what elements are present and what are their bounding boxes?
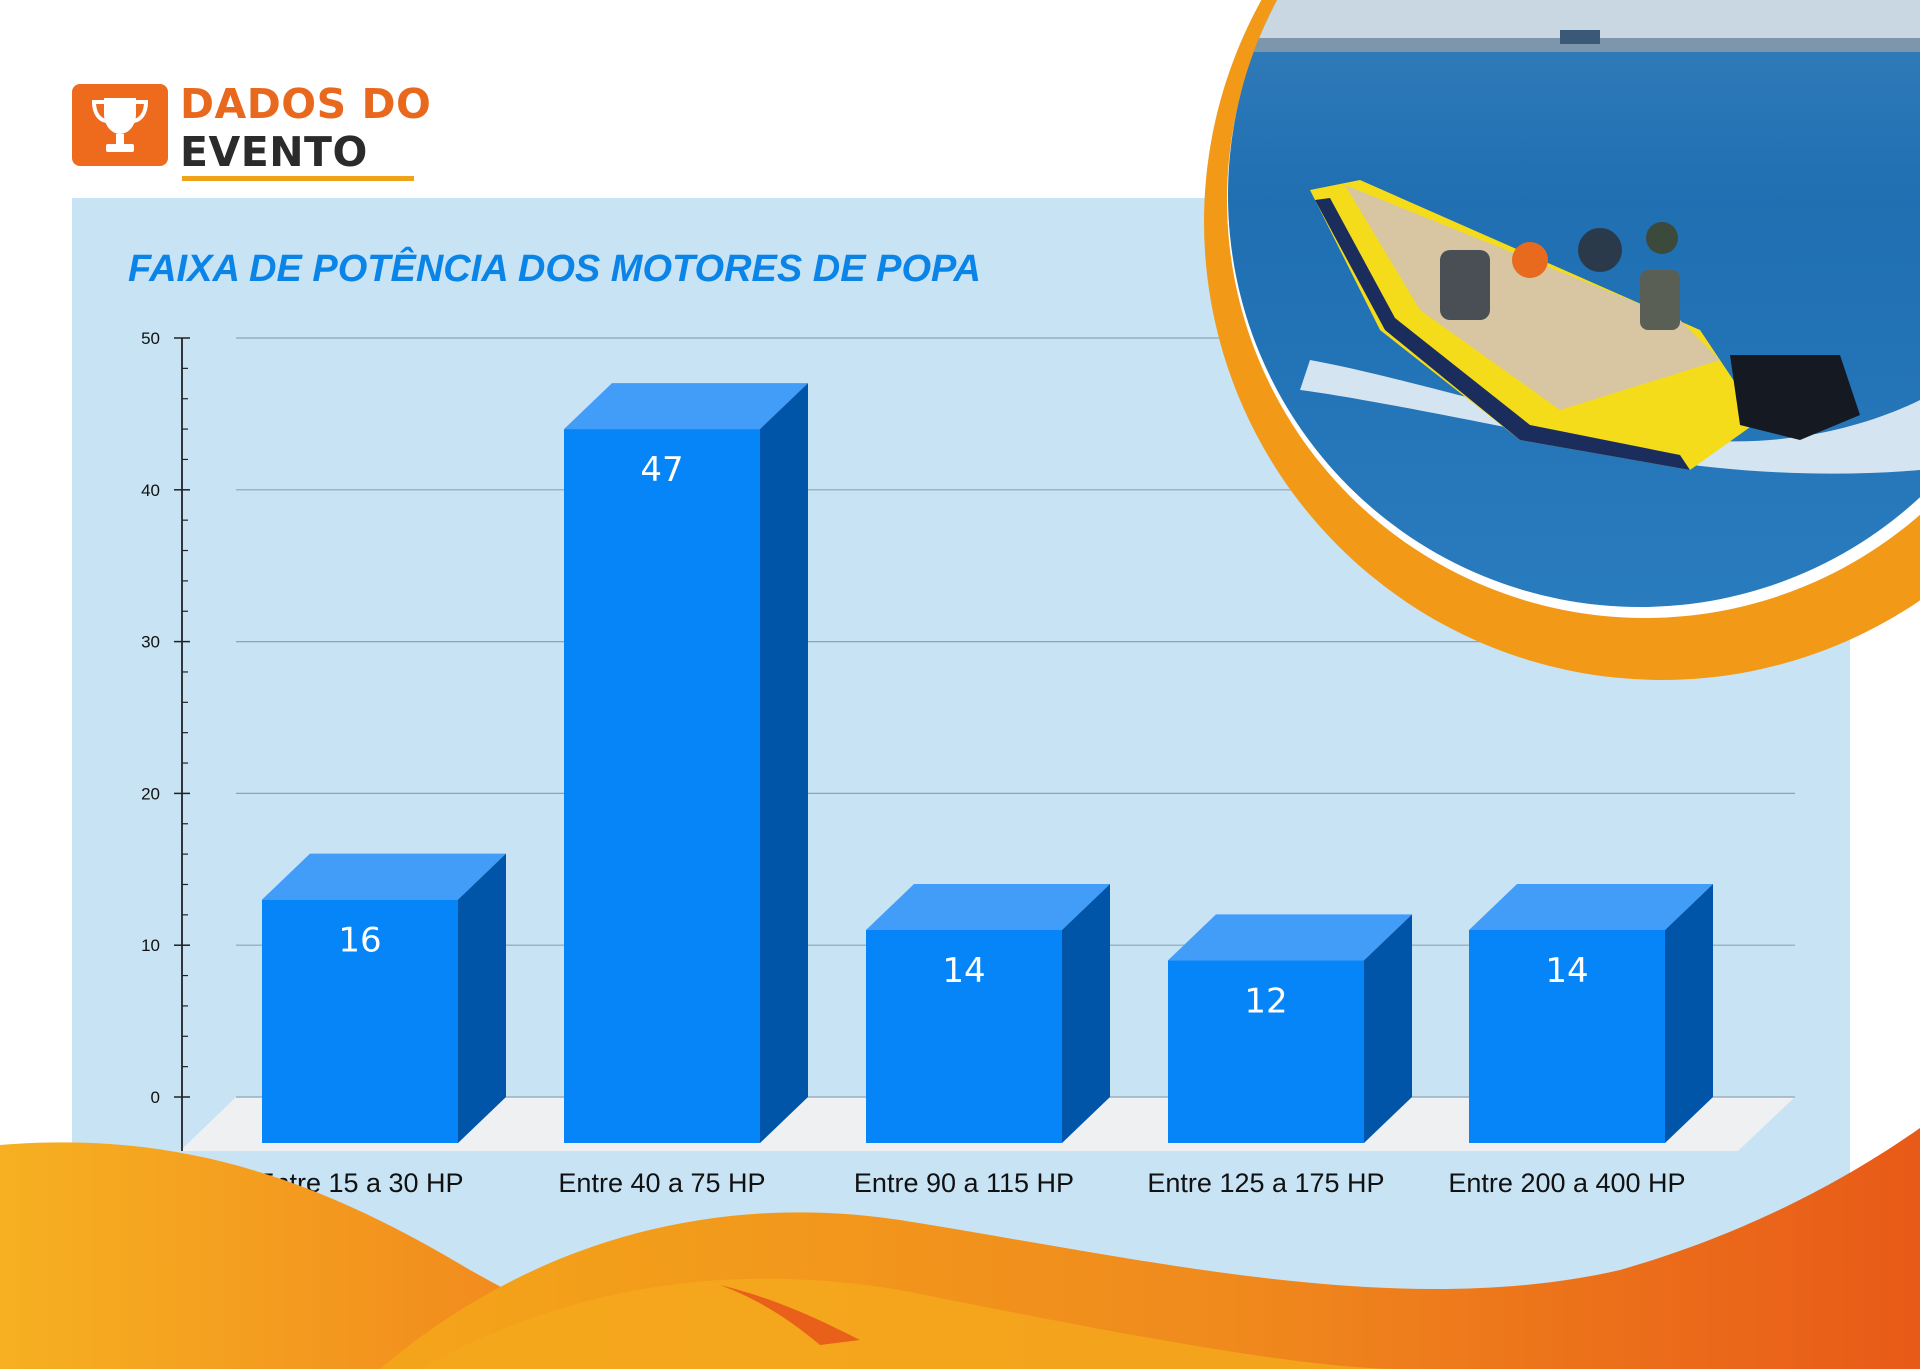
bar-front-face [866,930,1062,1143]
bar-front-face [564,429,760,1144]
bar-front-face [1168,960,1364,1143]
bar: 12 [1168,914,1412,1143]
bar-top-face [866,884,1110,931]
y-tick-label: 30 [141,633,160,652]
bar-top-face [262,853,506,900]
bar: 14 [1469,884,1713,1143]
bars: 16 47 14 12 14 [262,383,1713,1144]
y-tick-label: 50 [141,329,160,348]
bar-data-label: 47 [640,450,683,490]
x-tick-label: Entre 40 a 75 HP [558,1168,765,1198]
y-axis: 0 10 20 30 40 50 [141,329,190,1151]
bar-top-face [1469,884,1713,931]
bar-data-label: 14 [942,951,985,991]
trophy-badge [72,84,168,166]
x-tick-label: Entre 200 a 400 HP [1448,1168,1685,1198]
y-tick-label: 10 [141,936,160,955]
bar-top-face [1168,914,1412,961]
bar-top-face [564,383,808,430]
bar-side-face [760,383,808,1144]
bar-side-face [1665,884,1713,1143]
bar: 47 [564,383,808,1144]
bar-side-face [1062,884,1110,1143]
x-tick-label: Entre 90 a 115 HP [854,1168,1074,1198]
bar-data-label: 16 [338,921,381,961]
header-underline [182,176,414,181]
bar-side-face [458,853,506,1143]
trophy-icon [91,98,149,152]
y-tick-label: 40 [141,481,160,500]
bar: 14 [866,884,1110,1143]
chart-title: FAIXA DE POTÊNCIA DOS MOTORES DE POPA [128,248,981,290]
header-title-line2: EVENTO [180,128,368,176]
bar-data-label: 14 [1545,951,1588,991]
bar-data-label: 12 [1244,981,1287,1021]
x-tick-label: Entre 125 a 175 HP [1147,1168,1384,1198]
header-title-line1: DADOS DO [180,80,432,128]
bar-front-face [1469,930,1665,1143]
y-tick-label: 20 [141,784,160,803]
bar-front-face [262,899,458,1143]
bar: 16 [262,853,506,1143]
bar-side-face [1364,914,1412,1143]
y-tick-label: 0 [151,1088,160,1107]
